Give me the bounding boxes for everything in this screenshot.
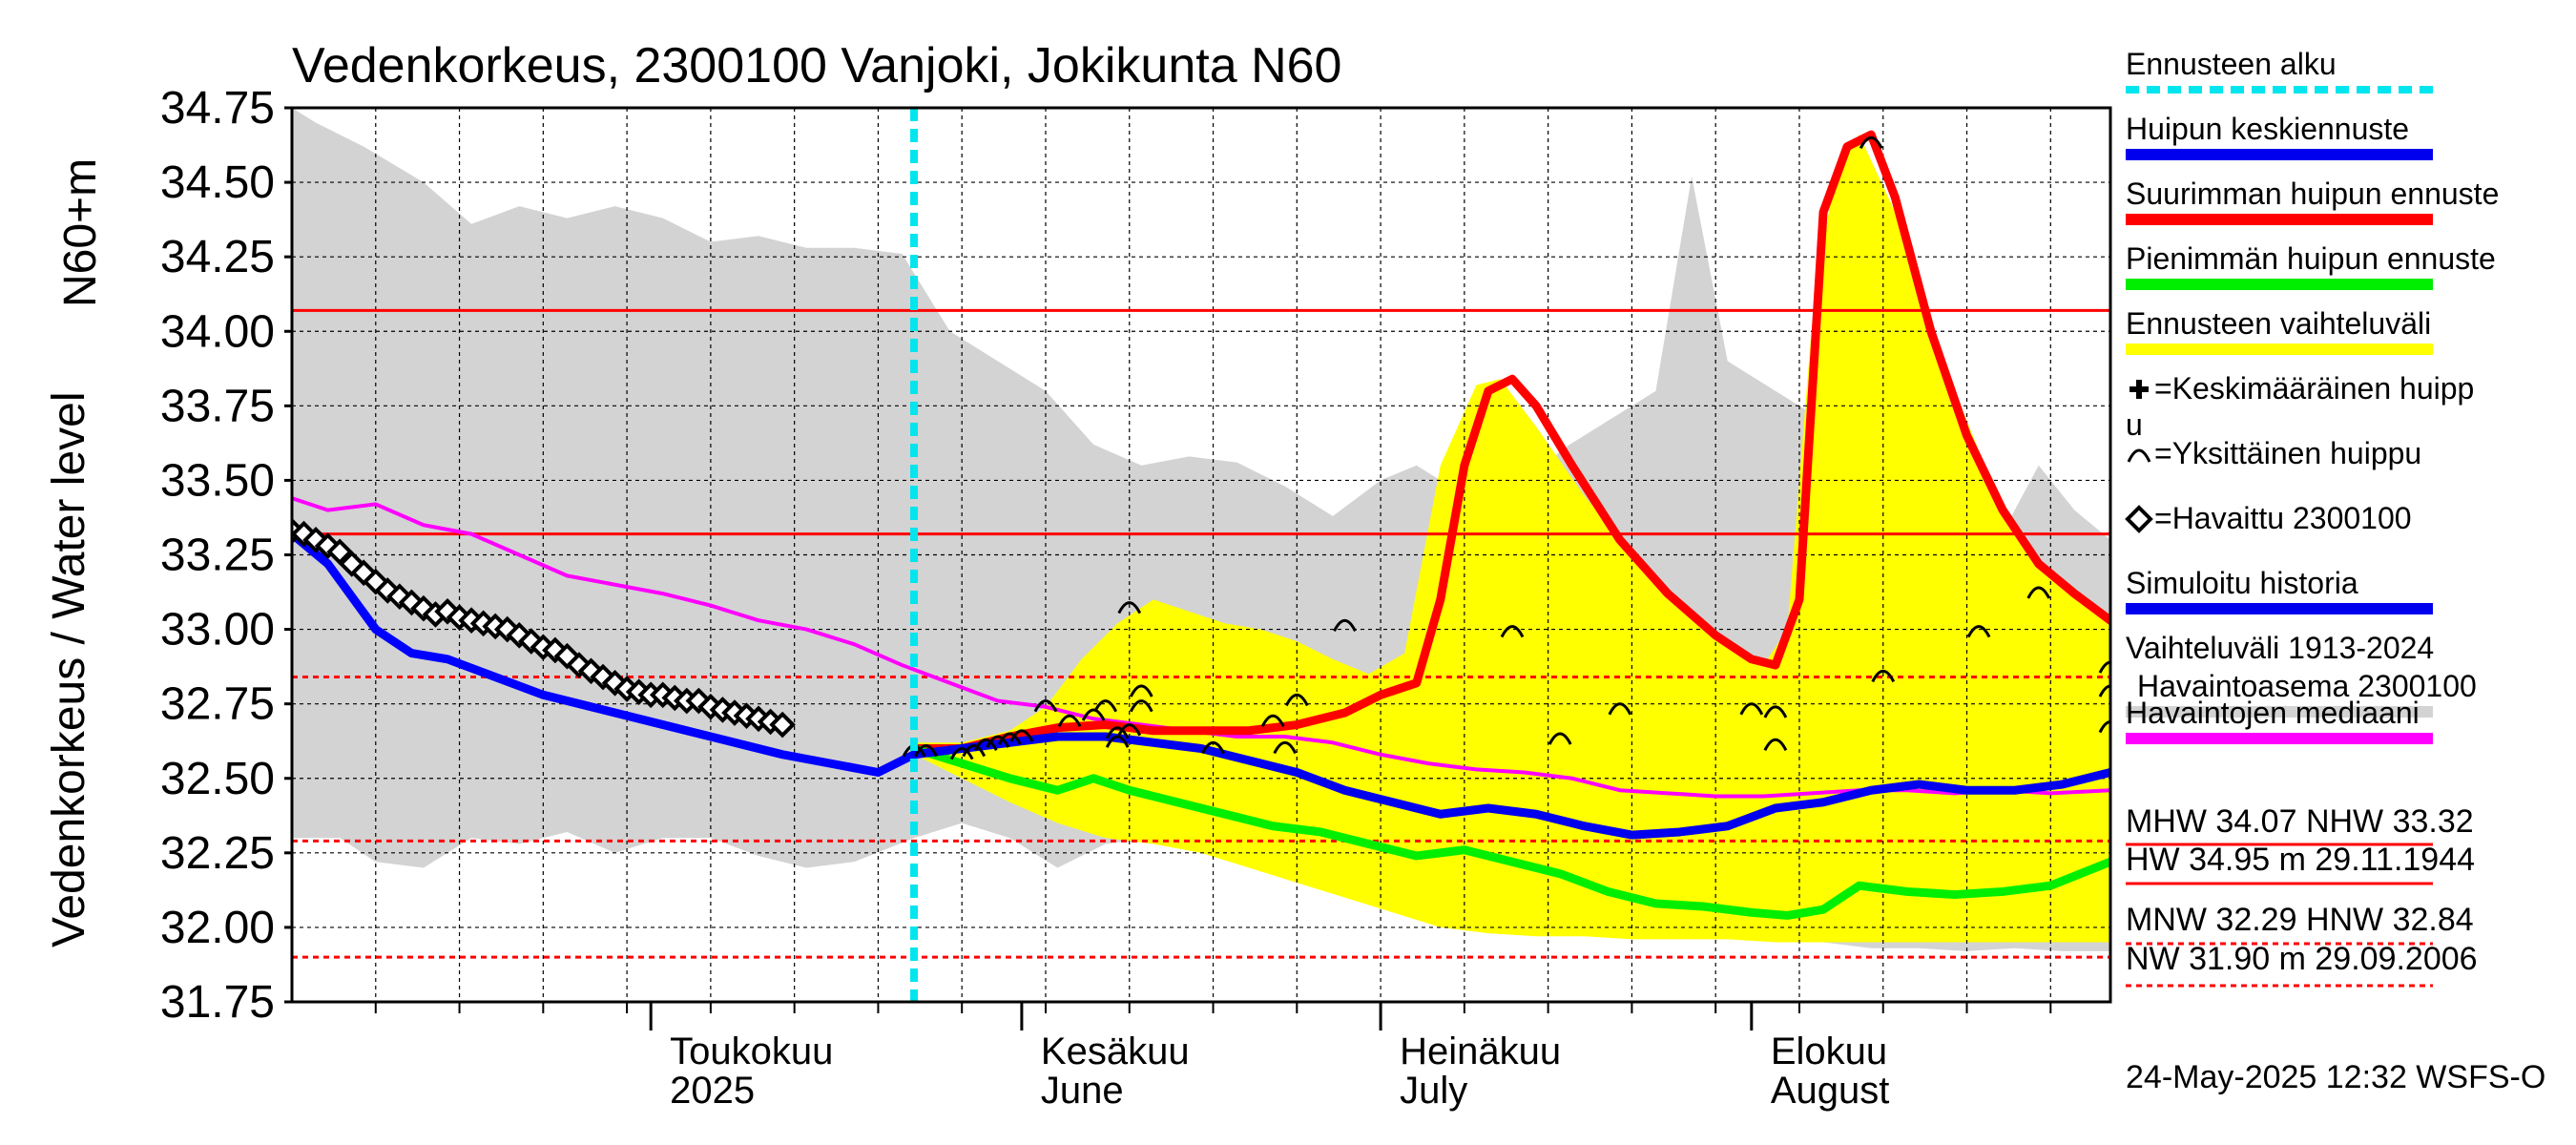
series-lines (292, 130, 2110, 920)
single-peak-marker (1260, 714, 1285, 727)
x-month-label: Heinäkuu (1400, 1030, 1561, 1072)
legend-label: Huipun keskiennuste (2126, 112, 2409, 146)
single-peak-markers (902, 135, 2110, 760)
legend-label: Simuloitu historia (2126, 566, 2358, 600)
single-peak-marker (1093, 699, 1118, 713)
observed-markers (292, 517, 796, 739)
stat-row-2: HW 34.95 m 29.11.1944 (2126, 842, 2475, 878)
legend: Ennusteen alku Huipun keskiennuste Suurimm… (2125, 47, 2499, 744)
single-peak-marker (1057, 714, 1082, 727)
x-month-label-en: June (1041, 1070, 1124, 1112)
max-peak-forecast-line (909, 130, 2110, 754)
single-peak-marker (1608, 702, 1632, 716)
single-peak-marker (1763, 738, 1788, 751)
y-axis-labels: Vedenkorkeus / Water level N60+m (44, 158, 106, 947)
x-month-label-en: August (1771, 1070, 1890, 1112)
single-peak-marker (1009, 729, 1034, 742)
single-peak-marker (2026, 586, 2051, 599)
y-tick-label: 33.25 (160, 531, 275, 581)
single-peak-marker (1033, 699, 1058, 713)
min-peak-forecast-line (909, 744, 2110, 920)
y-axis-unit: N60+m (55, 158, 106, 307)
single-peak-marker (1129, 699, 1153, 713)
stat-row-1: MHW 34.07 NHW 33.32 (2126, 803, 2474, 840)
chart-title: Vedenkorkeus, 2300100 Vanjoki, Jokikunta… (292, 38, 1341, 94)
y-axis: 34.75 34.50 34.25 34.00 33.75 33.50 33.25 33.00… (160, 83, 292, 1028)
y-tick-label: 31.75 (160, 977, 275, 1028)
single-peak-marker (998, 732, 1022, 745)
y-tick-label: 32.50 (160, 754, 275, 804)
x-month-label-en: July (1400, 1070, 1467, 1112)
legend-label: Ennusteen alku (2126, 47, 2337, 81)
stat-row-4: NW 31.90 m 29.09.2006 (2126, 941, 2478, 977)
single-peak-marker (1739, 702, 1764, 716)
single-peak-marker (962, 744, 987, 758)
footer-timestamp: 24-May-2025 12:32 WSFS-O (2126, 1059, 2545, 1095)
y-axis-label: Vedenkorkeus / Water level (44, 391, 94, 947)
single-peak-marker (1333, 618, 1357, 633)
single-peak-marker (973, 738, 998, 751)
single-peak-marker (2098, 660, 2110, 674)
y-tick-label: 34.00 (160, 306, 275, 357)
legend-label: Vaihteluväli 1913-2024 (2126, 631, 2434, 665)
y-tick-label: 33.50 (160, 455, 275, 506)
y-tick-label: 34.25 (160, 232, 275, 282)
observed-point (769, 711, 796, 739)
single-peak-marker (1859, 135, 1883, 150)
single-peak-marker (1129, 684, 1153, 697)
single-peak-marker (1871, 669, 1896, 683)
single-peak-marker (1284, 693, 1309, 707)
single-peak-marker (1273, 740, 1298, 755)
y-tick-label: 32.75 (160, 679, 275, 730)
legend-label-2: Havaintoasema 2300100 (2137, 669, 2477, 703)
legend-label: Havaintojen mediaani (2126, 696, 2420, 730)
x-month-label: Toukokuu (670, 1030, 833, 1072)
legend-label: Pienimmän huipun ennuste (2126, 241, 2496, 276)
single-peak-marker (1201, 740, 1225, 755)
y-tick-label: 33.75 (160, 381, 275, 431)
legend-diamond-marker (2125, 505, 2153, 533)
y-tick-label: 34.75 (160, 83, 275, 134)
single-peak-marker (914, 744, 938, 758)
legend-label: =Havaittu 2300100 (2154, 501, 2412, 535)
x-month-label: Elokuu (1771, 1030, 1887, 1072)
legend-label: =Yksittäinen huippu (2154, 436, 2421, 470)
legend-label-2: u (2126, 407, 2143, 442)
y-tick-label: 32.00 (160, 903, 275, 953)
y-tick-label: 33.00 (160, 605, 275, 656)
single-peak-marker (1548, 732, 1572, 745)
single-peak-marker (1763, 705, 1788, 718)
legend-label: Suurimman huipun ennuste (2126, 177, 2499, 211)
single-peak-marker (949, 747, 974, 760)
single-peak-marker (1966, 625, 1991, 638)
single-peak-marker (1117, 601, 1142, 614)
single-peak-marker (1117, 723, 1142, 737)
single-peak-marker (2098, 720, 2110, 734)
x-month-label-en: 2025 (670, 1070, 755, 1112)
single-peak-marker (1081, 708, 1106, 721)
statistics: MHW 34.07 NHW 33.32 HW 34.95 m 29.11.194… (2126, 803, 2478, 988)
observed-point (326, 538, 353, 566)
plot-area (292, 108, 2110, 1002)
legend-arc-marker (2127, 448, 2151, 463)
x-month-label: Kesäkuu (1041, 1030, 1190, 1072)
stat-row-3: MNW 32.29 HNW 32.84 (2126, 902, 2474, 938)
single-peak-marker (2098, 684, 2110, 697)
y-tick-label: 32.25 (160, 828, 275, 879)
grid (292, 108, 2110, 1002)
y-tick-label: 34.50 (160, 157, 275, 208)
legend-plus-marker (2129, 380, 2149, 399)
single-peak-marker (1105, 726, 1130, 739)
legend-label: Ennusteen vaihteluväli (2126, 306, 2431, 341)
single-peak-marker (1105, 735, 1130, 748)
legend-label: =Keskimääräinen huipp (2154, 371, 2474, 406)
single-peak-marker (986, 735, 1010, 748)
single-peak-marker (1500, 625, 1525, 638)
simulated-history-line (292, 530, 919, 778)
